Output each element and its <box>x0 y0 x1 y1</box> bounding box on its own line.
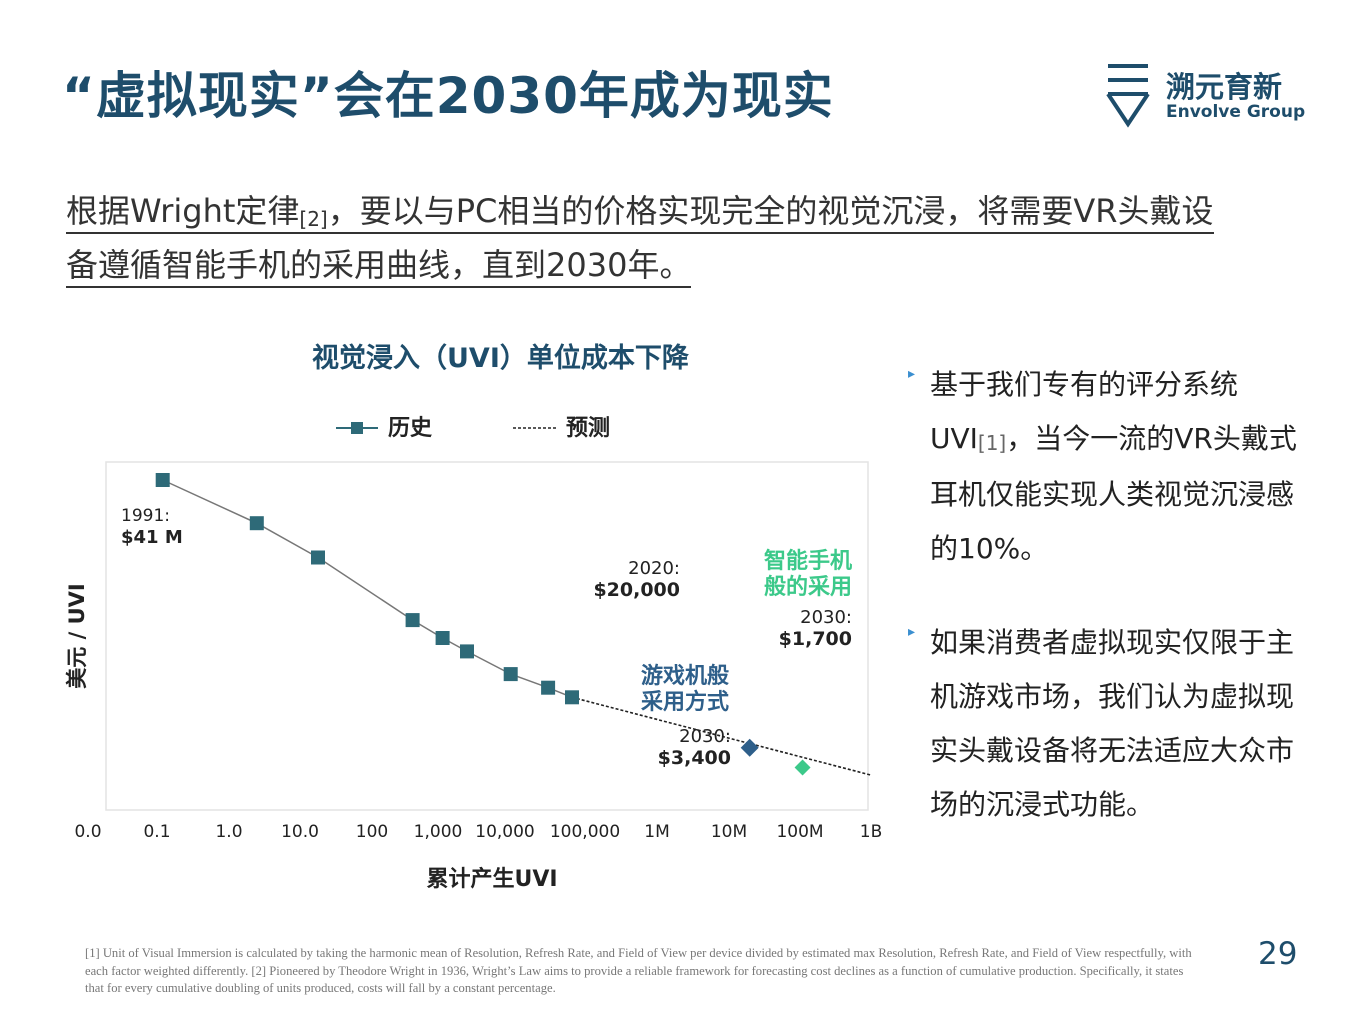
key-point-1: ▸ 基于我们专有的评分系统UVI[1]，当今一流的VR头戴式耳机仅能实现人类视觉… <box>908 358 1318 576</box>
history-point <box>249 516 264 531</box>
forecast-series <box>571 696 872 776</box>
x-tick-label: 10M <box>711 822 747 842</box>
history-point <box>503 667 518 682</box>
adoption-points <box>740 738 811 776</box>
intro-paragraph: 根据Wright定律[2]，要以与PC相当的价格实现完全的视觉沉浸，将需要VR头… <box>66 186 1306 290</box>
annotation-console: 游戏机般 采用方式 <box>641 663 729 715</box>
key-point-2: ▸ 如果消费者虚拟现实仅限于主机游戏市场，我们认为虚拟现实头戴设备将无法适应大众… <box>908 616 1318 832</box>
annotation-2020: 2020: $20,000 <box>593 558 680 601</box>
chart-title: 视觉浸入（UVI）单位成本下降 <box>312 343 689 374</box>
page-title: “虚拟现实”会在2030年成为现实 <box>62 67 834 125</box>
history-point <box>405 613 420 628</box>
footnote: [1] Unit of Visual Immersion is calculat… <box>85 946 1192 996</box>
key-point-1-ref: [1] <box>977 431 1007 455</box>
annotation-smartphone-2030: 2030: $1,700 <box>779 607 852 650</box>
plot-area-frame <box>105 461 869 811</box>
logo-text-cn: 溯元育新 <box>1166 70 1283 104</box>
annotation-console-2030-year: 2030: <box>679 726 731 747</box>
annotation-smartphone-line2: 般的采用 <box>764 574 852 600</box>
smartphone-adoption-point <box>794 759 811 776</box>
y-axis-label: 美元 / UVI <box>65 583 89 688</box>
annotation-smartphone-2030-year: 2030: <box>800 607 852 628</box>
intro-line-2: 备遵循智能手机的采用曲线，直到2030年。 <box>66 246 692 288</box>
intro-ref: [2] <box>299 207 328 231</box>
annotation-console-2030: 2030: $3,400 <box>658 726 731 769</box>
history-point <box>541 680 556 695</box>
legend-forecast-label: 预测 <box>566 416 610 441</box>
history-point <box>155 473 170 487</box>
bullet-marker-icon: ▸ <box>908 624 916 640</box>
logo-text-en: Envolve Group <box>1166 102 1306 122</box>
history-point <box>565 690 579 705</box>
x-tick-label: 10.0 <box>281 822 319 842</box>
annotation-console-line2: 采用方式 <box>641 689 729 715</box>
annotation-1991-year: 1991: <box>121 506 170 526</box>
x-tick-label: 1B <box>860 822 882 842</box>
annotation-smartphone: 智能手机 般的采用 <box>764 548 852 600</box>
x-tick-label: 0.1 <box>143 822 170 842</box>
x-tick-label: 1.0 <box>215 822 242 842</box>
key-points: ▸ 基于我们专有的评分系统UVI[1]，当今一流的VR头戴式耳机仅能实现人类视觉… <box>908 358 1318 832</box>
legend-history-marker <box>351 422 363 434</box>
console-adoption-point <box>740 738 759 757</box>
x-tick-labels: 0.0 0.1 1.0 10.0 100 1,000 10,000 100,000 1M 10M 1… <box>74 822 882 842</box>
legend-history-label: 历史 <box>388 416 433 441</box>
logo-mark-icon <box>1106 64 1150 128</box>
brand-logo: 溯元育新 Envolve Group <box>1104 62 1314 132</box>
x-tick-label: 0.0 <box>74 822 101 842</box>
forecast-line <box>571 696 872 776</box>
annotation-1991: 1991: $41 M <box>121 506 183 548</box>
history-line <box>162 479 573 698</box>
history-point <box>460 644 474 659</box>
annotation-console-line1: 游戏机般 <box>641 663 729 689</box>
annotation-console-2030-value: $3,400 <box>658 747 731 769</box>
annotation-2020-value: $20,000 <box>593 579 680 601</box>
x-tick-label: 100,000 <box>550 822 620 842</box>
x-tick-label: 100M <box>776 822 823 842</box>
x-axis-label: 累计产生UVI <box>426 867 557 892</box>
page-number: 29 <box>1258 936 1298 972</box>
history-point <box>435 631 450 645</box>
x-tick-label: 1,000 <box>414 822 463 842</box>
x-tick-label: 10,000 <box>475 822 534 842</box>
x-tick-label: 1M <box>644 822 669 842</box>
intro-line-1: 根据Wright定律[2]，要以与PC相当的价格实现完全的视觉沉浸，将需要VR头… <box>66 192 1214 234</box>
annotation-1991-value: $41 M <box>121 527 183 548</box>
annotation-smartphone-line1: 智能手机 <box>764 548 852 574</box>
history-point <box>311 550 325 565</box>
history-series <box>155 473 579 705</box>
annotation-2020-year: 2020: <box>628 558 680 579</box>
annotation-smartphone-2030-value: $1,700 <box>779 628 852 650</box>
x-tick-label: 100 <box>356 822 388 842</box>
bullet-marker-icon: ▸ <box>908 366 916 382</box>
